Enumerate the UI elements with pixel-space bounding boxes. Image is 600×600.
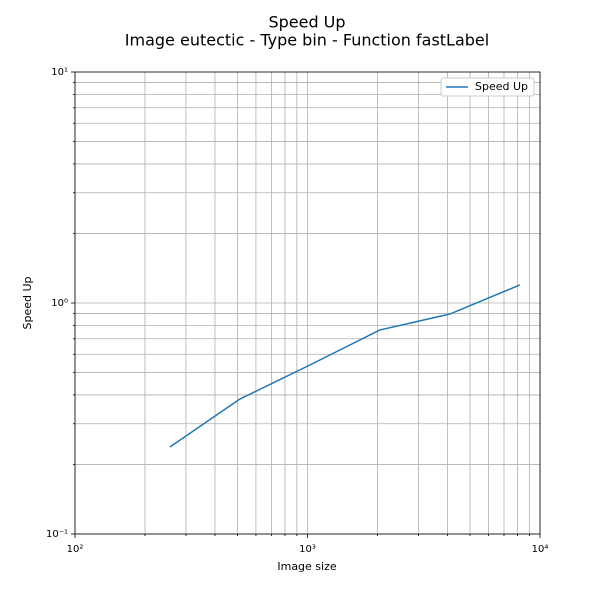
x-axis-label: Image size	[277, 560, 337, 573]
x-tick-label: 10³	[299, 544, 316, 555]
x-tick-label: 10⁴	[532, 544, 549, 555]
chart-subtitle: Image eutectic - Type bin - Function fas…	[125, 31, 489, 50]
legend-label: Speed Up	[475, 80, 528, 93]
chart-title: Speed Up	[268, 13, 345, 32]
y-tick-label: 10¹	[51, 67, 68, 78]
y-tick-label: 10⁰	[51, 298, 68, 309]
y-tick-label: 10⁻¹	[46, 529, 68, 540]
plot-frame	[74, 71, 541, 535]
data-line	[169, 284, 521, 448]
legend-box	[440, 77, 535, 97]
y-axis-label: Speed Up	[21, 276, 34, 329]
x-tick-label: 10²	[67, 544, 84, 555]
